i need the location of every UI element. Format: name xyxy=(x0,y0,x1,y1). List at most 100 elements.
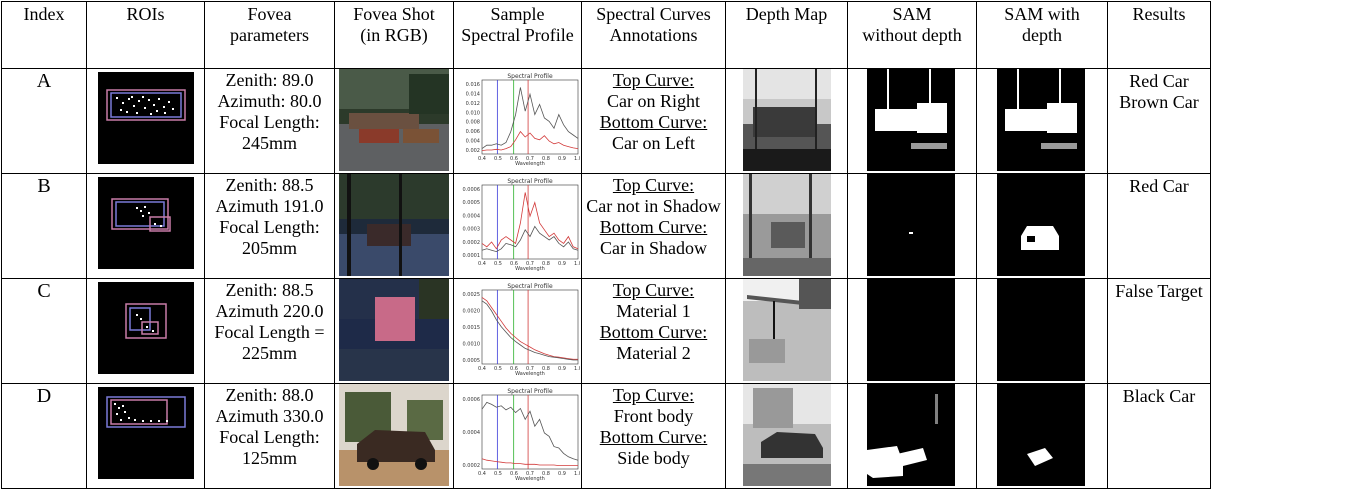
plot-frame xyxy=(481,184,579,260)
header-depth-map: Depth Map xyxy=(725,1,848,69)
x-tick-label: 0.9 xyxy=(558,366,566,372)
sam-with-image xyxy=(976,278,1108,384)
x-tick-label: 0.6 xyxy=(510,471,518,477)
row-index: D xyxy=(1,383,87,489)
results-cell: Black Car xyxy=(1107,383,1211,489)
x-tick-label: 0.6 xyxy=(510,366,518,372)
top-curve-text: Material 1 xyxy=(616,301,691,321)
y-tick-label: 0.0015 xyxy=(463,325,481,331)
sam-with-image xyxy=(976,68,1108,174)
fovea-shot-image xyxy=(334,68,454,174)
x-tick-label: 0.9 xyxy=(558,156,566,162)
y-tick-label: 0.014 xyxy=(466,91,480,97)
spectral-curve xyxy=(481,458,578,466)
bottom-curve-text: Material 2 xyxy=(616,343,691,363)
y-tick-label: 0.0006 xyxy=(463,187,481,193)
x-tick-label: 1.0 xyxy=(574,156,580,162)
plot-bg xyxy=(456,177,580,271)
y-tick-label: 0.002 xyxy=(466,148,480,154)
bottom-curve-label: Bottom Curve: xyxy=(599,322,708,342)
plot-bg xyxy=(456,282,580,376)
x-tick-label: 0.4 xyxy=(478,471,486,477)
sam-without-image xyxy=(847,173,977,279)
results-cell: Red Car Brown Car xyxy=(1107,68,1211,174)
y-tick-label: 0.0020 xyxy=(463,309,481,315)
x-tick-label: 1.0 xyxy=(574,261,580,267)
y-tick-label: 0.0005 xyxy=(463,358,481,364)
spectral-curve xyxy=(481,297,578,360)
roi-image xyxy=(86,173,205,279)
plot-bg xyxy=(456,72,580,166)
results-cell: Red Car xyxy=(1107,173,1211,279)
header-sam-without: SAM without depth xyxy=(847,1,977,69)
x-tick-label: 1.0 xyxy=(574,366,580,372)
fovea-params: Zenith: 88.5 Azimuth 220.0 Focal Length = 2… xyxy=(204,278,335,384)
fovea-shot-image xyxy=(334,173,454,279)
x-axis-label: Wavelength xyxy=(515,266,545,271)
spectral-curve xyxy=(481,401,579,461)
header-fovea-shot: Fovea Shot (in RGB) xyxy=(334,1,454,69)
header-results: Results xyxy=(1107,1,1211,69)
y-tick-label: 0.0002 xyxy=(463,240,481,246)
x-tick-label: 0.7 xyxy=(526,261,534,267)
y-tick-label: 0.006 xyxy=(466,129,480,135)
spectral-plot: Spectral Profile 0.0006 0.0004 0.0002 0.4 0.5… xyxy=(453,383,582,489)
header-annotations: Spectral Curves Annotations xyxy=(581,1,726,69)
x-axis-label: Wavelength xyxy=(515,161,545,166)
fovea-shot-image xyxy=(334,278,454,384)
curve-annotations: Top Curve: Front body Bottom Curve: Side… xyxy=(581,383,726,489)
depth-map-image xyxy=(725,173,848,279)
y-tick-label: 0.0004 xyxy=(463,213,481,219)
spectral-curve xyxy=(481,87,579,149)
header-rois: ROIs xyxy=(86,1,205,69)
x-tick-label: 0.7 xyxy=(526,471,534,477)
x-tick-label: 0.4 xyxy=(478,366,486,372)
row-index: C xyxy=(1,278,87,384)
bottom-curve-label: Bottom Curve: xyxy=(599,112,708,132)
top-curve-text: Front body xyxy=(613,406,694,426)
fovea-params: Zenith: 88.0 Azimuth 330.0 Focal Length: 12… xyxy=(204,383,335,489)
depth-map-image xyxy=(725,278,848,384)
results-table: Index ROIs Fovea parameters Fovea Shot (in… xyxy=(1,1,1211,489)
x-tick-label: 0.5 xyxy=(494,471,502,477)
x-tick-label: 0.8 xyxy=(542,156,550,162)
x-axis-label: Wavelength xyxy=(515,371,545,376)
x-tick-label: 0.6 xyxy=(510,156,518,162)
spectral-plot: Spectral Profile 0.0025 0.0020 0.0015 0.0010… xyxy=(453,278,582,384)
plot-frame xyxy=(481,289,579,365)
header-sam-with: SAM with depth xyxy=(976,1,1108,69)
x-tick-label: 0.4 xyxy=(478,261,486,267)
x-tick-label: 0.5 xyxy=(494,261,502,267)
fovea-params: Zenith: 88.5 Azimuth 191.0 Focal Length: 20… xyxy=(204,173,335,279)
spectral-plot: Spectral Profile 0.016 0.014 0.012 0.010 0.00… xyxy=(453,68,582,174)
spectral-curve xyxy=(481,192,579,250)
roi-image xyxy=(86,278,205,384)
y-tick-label: 0.0002 xyxy=(463,463,481,469)
bottom-curve-label: Bottom Curve: xyxy=(599,217,708,237)
x-tick-label: 0.9 xyxy=(558,471,566,477)
curve-annotations: Top Curve: Car not in Shadow Bottom Curv… xyxy=(581,173,726,279)
top-curve-label: Top Curve: xyxy=(612,70,695,90)
top-curve-text: Car on Right xyxy=(607,91,700,111)
x-axis-label: Wavelength xyxy=(515,476,545,481)
x-tick-label: 0.7 xyxy=(526,366,534,372)
table-row: B Zenith: 88.5 Azimuth 191.0 Focal Length:… xyxy=(1,173,1211,279)
spectral-curve xyxy=(481,300,578,361)
x-tick-label: 0.9 xyxy=(558,261,566,267)
x-tick-label: 0.8 xyxy=(542,261,550,267)
header-fovea-params: Fovea parameters xyxy=(204,1,335,69)
sam-without-image xyxy=(847,68,977,174)
plot-frame xyxy=(481,394,579,470)
curve-annotations: Top Curve: Car on Right Bottom Curve: Ca… xyxy=(581,68,726,174)
bottom-curve-text: Side body xyxy=(617,448,690,468)
bottom-curve-text: Car on Left xyxy=(612,133,695,153)
bottom-curve-label: Bottom Curve: xyxy=(599,427,708,447)
sam-without-image xyxy=(847,383,977,489)
y-tick-label: 0.0003 xyxy=(463,227,481,233)
x-tick-label: 0.4 xyxy=(478,156,486,162)
spectral-curve xyxy=(481,225,579,253)
plot-title: Spectral Profile xyxy=(507,178,553,185)
roi-image xyxy=(86,383,205,489)
y-tick-label: 0.0005 xyxy=(463,200,481,206)
top-curve-label: Top Curve: xyxy=(612,385,695,405)
